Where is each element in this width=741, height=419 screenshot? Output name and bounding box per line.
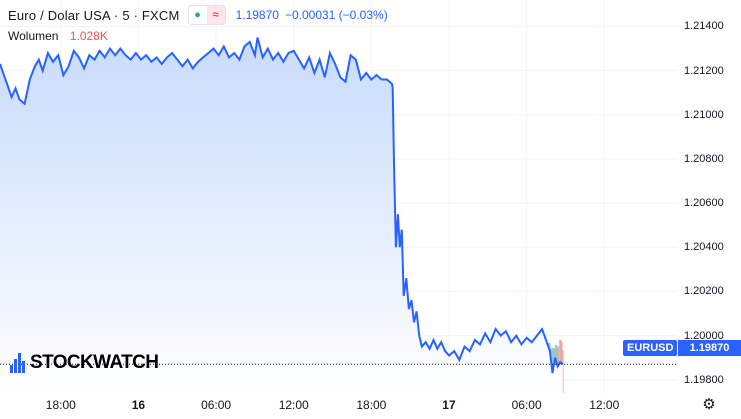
- price-tick-label: 1.20000: [684, 329, 724, 342]
- time-tick-label: 06:00: [201, 398, 232, 412]
- volume-label[interactable]: Wolumen: [8, 29, 59, 43]
- price-tick-label: 1.21200: [684, 64, 724, 77]
- time-tick-label: 18:00: [45, 398, 76, 412]
- time-tick-label: 16: [131, 398, 146, 412]
- time-tick-label: 18:00: [356, 398, 387, 412]
- legend-change: −0.00031 (−0.03%): [284, 8, 388, 22]
- chart-plot-area[interactable]: [0, 0, 678, 393]
- symbol-badge: EURUSD: [623, 340, 678, 356]
- time-tick-label: 17: [442, 398, 456, 412]
- delayed-data-icon[interactable]: ≈: [206, 6, 225, 24]
- symbol-title[interactable]: Euro / Dolar USA · 5 · FXCM: [8, 7, 180, 23]
- price-tick-label: 1.21400: [684, 20, 724, 33]
- price-tick-label: 1.20600: [684, 197, 724, 210]
- volume-legend: Wolumen 1.028K: [8, 29, 108, 43]
- time-tick-label: 12:00: [589, 398, 620, 412]
- gear-icon[interactable]: ⚙: [702, 396, 716, 413]
- price-tick-label: 1.20400: [684, 241, 724, 254]
- price-badge-value: 1.19870: [678, 340, 741, 356]
- logo-bars-icon: [10, 353, 28, 373]
- volume-value: 1.028K: [69, 29, 108, 43]
- price-tick-label: 1.19800: [684, 373, 724, 386]
- price-tick-label: 1.20800: [684, 152, 724, 165]
- status-pill[interactable]: ● ≈: [187, 5, 226, 25]
- price-line: [0, 37, 564, 374]
- price-scale[interactable]: 1.21400 1.21200 1.21000 1.20800 1.20600 1.204…: [678, 0, 741, 393]
- chart-legend: Euro / Dolar USA · 5 · FXCM ● ≈ 1.19870 …: [8, 4, 388, 26]
- stockwatch-logo: STOCKWATCH: [10, 352, 159, 374]
- price-tick-label: 1.21000: [684, 108, 724, 121]
- market-status-icon: ●: [194, 9, 201, 21]
- price-tick-label: 1.20200: [684, 285, 724, 298]
- legend-price: 1.19870: [235, 8, 279, 22]
- price-area-fill: [0, 37, 563, 393]
- time-tick-label: 12:00: [278, 398, 309, 412]
- time-tick-label: 06:00: [511, 398, 542, 412]
- logo-text: STOCKWATCH: [30, 352, 159, 373]
- time-scale[interactable]: 18:00 16 06:00 12:00 18:00 17 06:00 12:00: [0, 393, 678, 419]
